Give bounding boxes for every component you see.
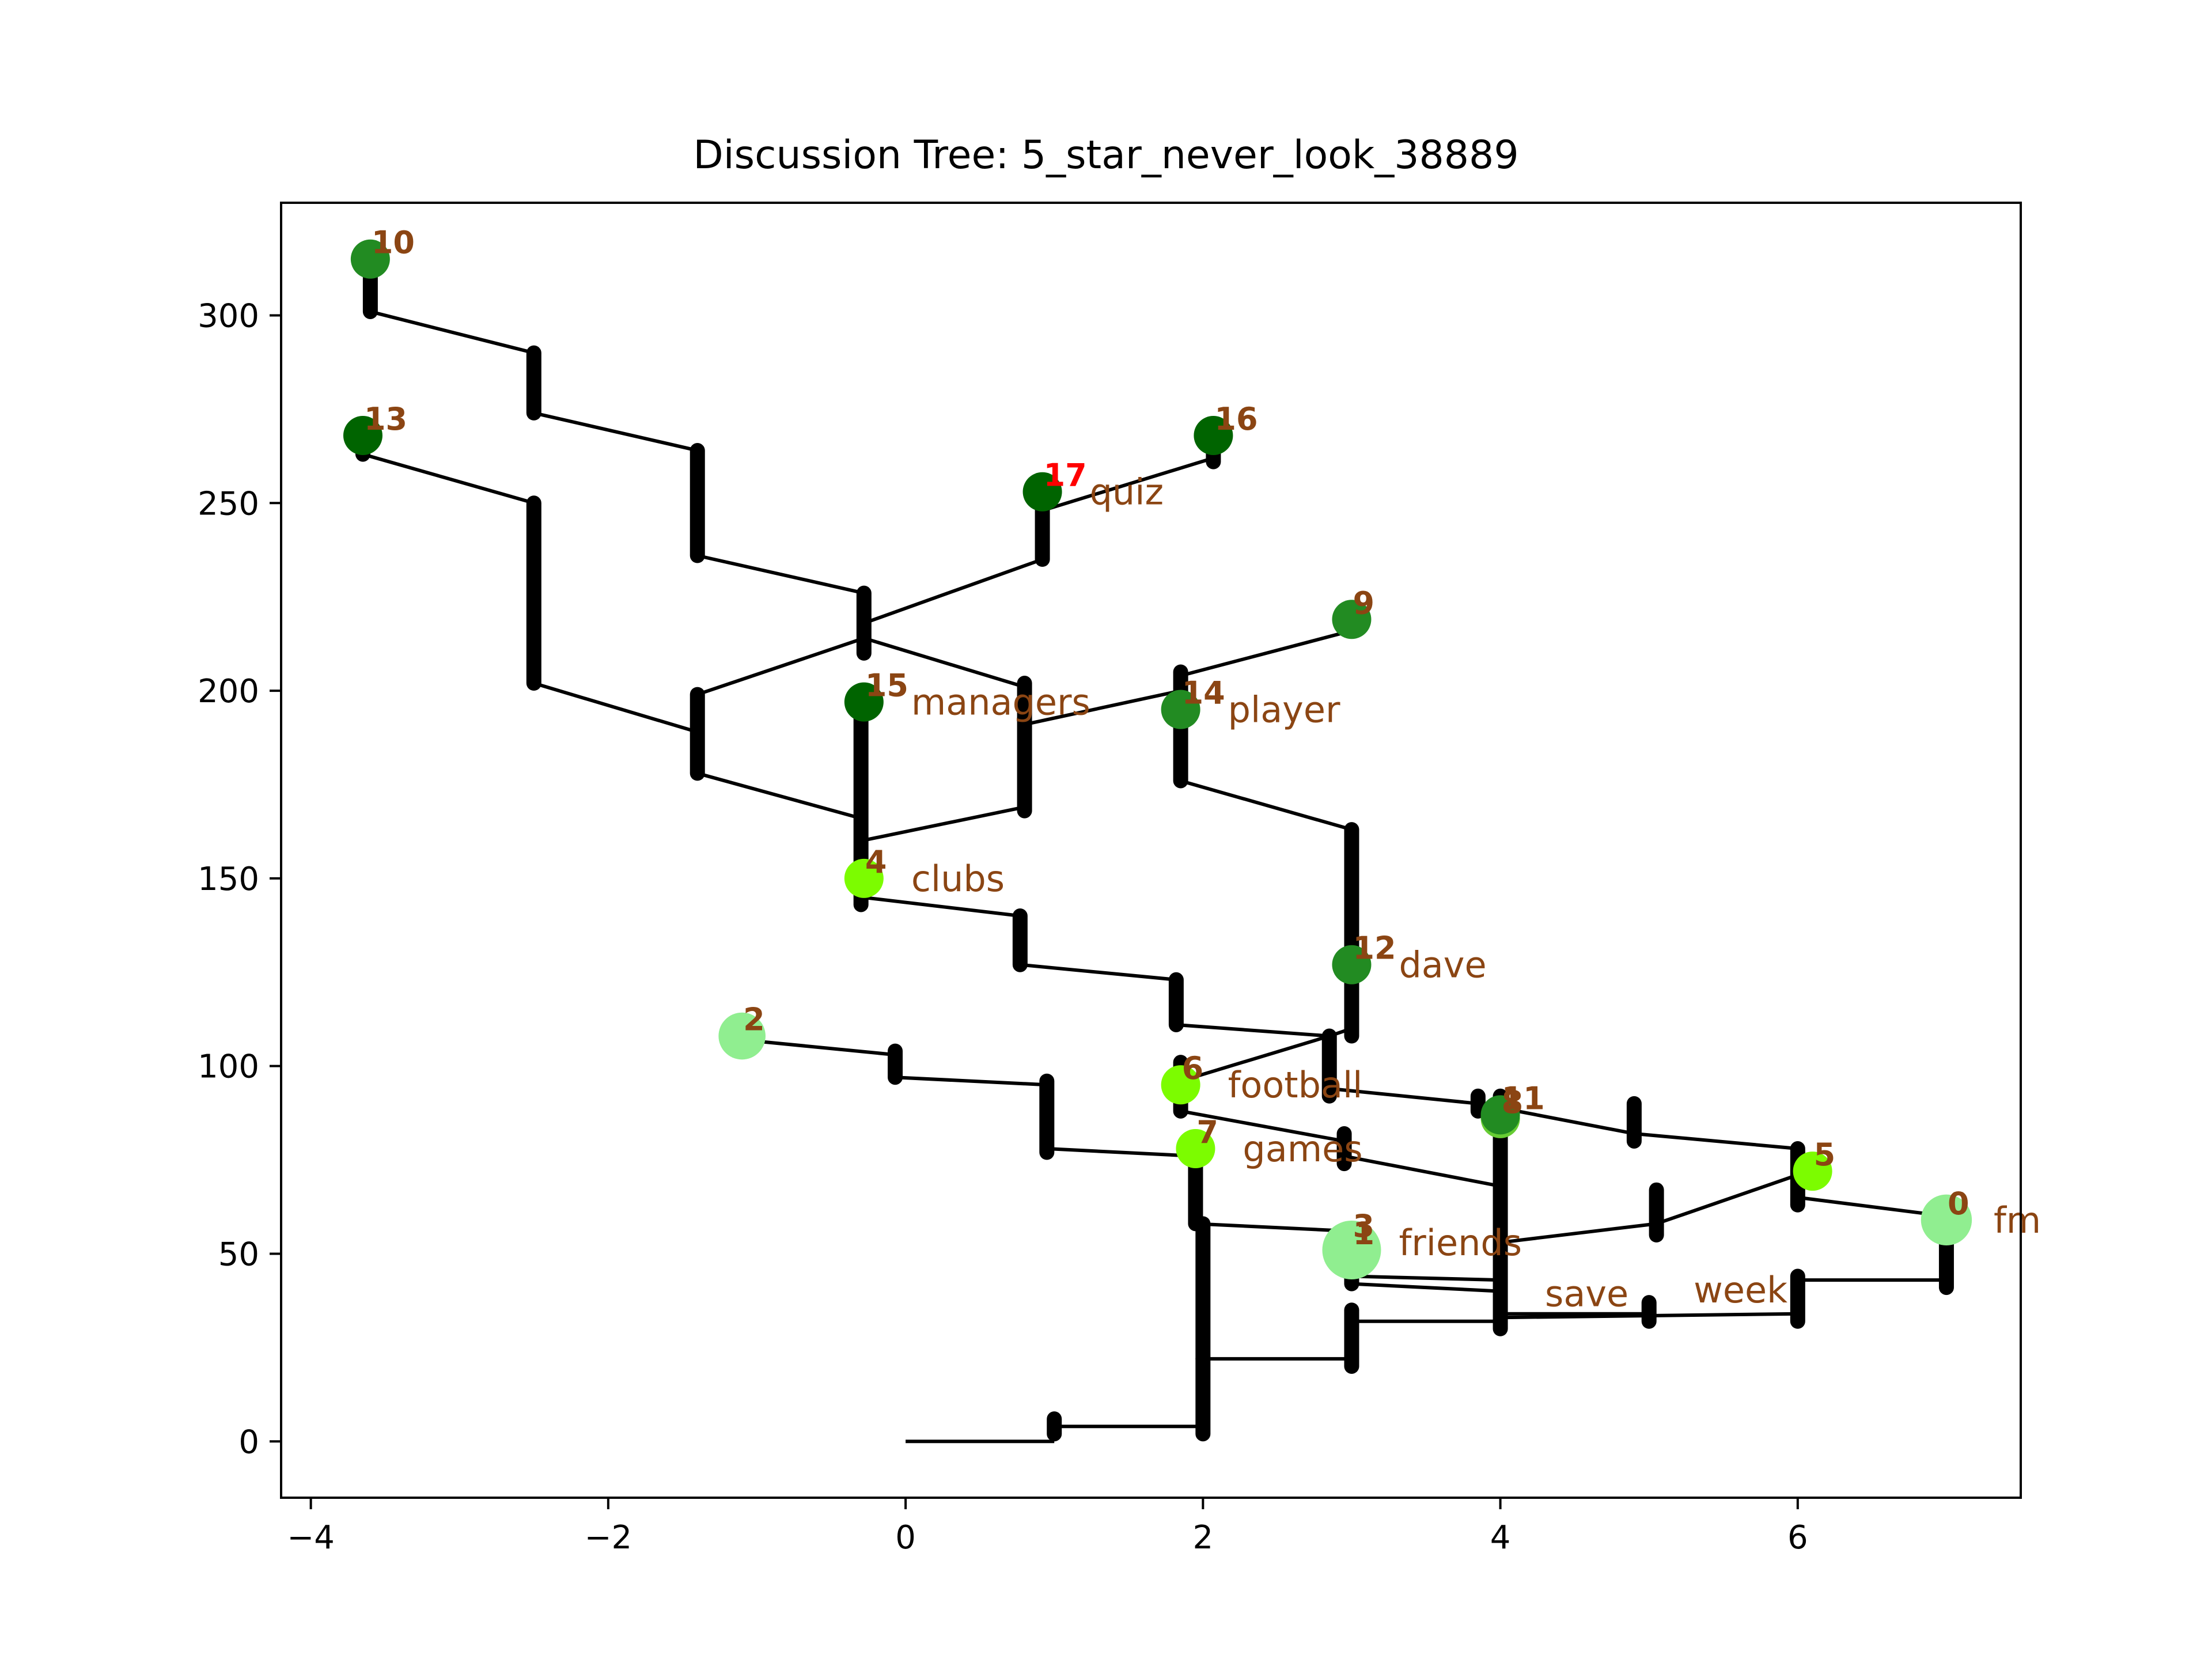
tree-edge [1024,689,1181,726]
node-6-word-label: football [1228,1064,1363,1106]
node-10-id-label: 10 [372,225,415,261]
node-8-id-label: 8 [1502,1084,1524,1120]
node-12-word-label: dave [1399,944,1486,986]
node-17-point [1022,472,1062,512]
x-tick-label: 0 [895,1519,916,1556]
x-axis: −4 −2 0 2 4 6 [287,1498,1808,1556]
tree-edge [863,636,1025,689]
node-17-id-label: 17 [1044,457,1087,494]
node-4-word-label: clubs [911,858,1005,900]
tree-edge [1500,1312,1798,1320]
node-1-id-label: 1 [1353,1215,1374,1252]
node-7-id-label: 7 [1196,1114,1218,1150]
x-tick-label: 2 [1193,1519,1214,1556]
y-tick-label: 0 [238,1423,259,1461]
node-3-point [1332,1222,1372,1262]
y-tick-label: 300 [198,297,259,335]
tree-edge [1797,1195,1947,1218]
node-2-point [718,1012,766,1060]
node-13-point [343,415,382,455]
node-11-id-label: 11 [1502,1080,1545,1116]
tree-edge [1656,1173,1798,1226]
tree-edge [533,411,698,452]
tree-edge [1329,1086,1479,1105]
tree-edge [741,1038,896,1057]
tree-edge [1180,1109,1345,1143]
node-12-id-label: 12 [1353,930,1396,967]
tree-edge [533,681,698,734]
node-6-point [1161,1065,1200,1105]
node-0-word-label: fm [1994,1199,2041,1241]
node-14-word-label: player [1228,689,1340,731]
node-14-id-label: 14 [1182,675,1225,711]
tree-edge [362,452,535,505]
tree-edge [1500,1222,1657,1244]
tree-edge [1195,1222,1352,1233]
node-6-id-label: 6 [1182,1050,1204,1086]
tree-edge [1634,1131,1798,1151]
tree-edge [697,554,865,595]
tree-edge [1020,963,1177,982]
y-tick-label: 100 [198,1048,259,1086]
tree-edge [696,771,862,820]
node-4-id-label: 4 [865,844,887,880]
node-16-point [1194,415,1233,455]
node-12-point [1332,945,1372,984]
tree-edge [1180,628,1353,677]
tree-edge [861,895,1021,918]
node-15-word-label: managers [911,681,1090,724]
y-axis: 0 50 100 150 200 250 300 [198,297,281,1461]
tree-edge [863,558,1043,625]
node-13-id-label: 13 [364,401,407,437]
nodes-layer [343,239,1972,1279]
node-11-point [1480,1095,1520,1135]
y-tick-label: 200 [198,673,259,710]
x-tick-label: 4 [1490,1519,1511,1556]
x-tick-label: 6 [1787,1519,1808,1556]
node-16-id-label: 16 [1214,401,1257,437]
x-tick-label: −4 [287,1519,335,1556]
y-tick-label: 250 [198,485,259,522]
word-label-week: week [1694,1269,1787,1311]
node-9-point [1332,600,1372,639]
tree-edge [895,1075,1047,1087]
node-4-point [844,858,884,898]
node-9-id-label: 9 [1353,585,1374,621]
chart-title: Discussion Tree: 5_star_never_look_38889 [693,132,1518,178]
y-tick-label: 150 [198,861,259,898]
node-0-point [1921,1194,1972,1246]
plot-frame [280,202,2022,1499]
tree-edge [1176,1022,1330,1038]
tree-edge [1351,1282,1501,1293]
node-17-word-label: quiz [1090,471,1164,513]
node-2-id-label: 2 [743,1002,765,1038]
word-label-save: save [1545,1273,1628,1315]
node-14-point [1161,690,1200,729]
tree-edge [1343,1154,1501,1188]
tree-edge [370,310,535,355]
x-tick-label: −2 [585,1519,632,1556]
node-5-id-label: 5 [1814,1137,1836,1173]
tree-edge [1180,779,1353,832]
tree-edge [1351,1274,1501,1282]
node-0-id-label: 0 [1948,1185,1969,1222]
node-15-id-label: 15 [865,668,908,704]
node-3-word-label: friends [1399,1222,1522,1264]
node-10-point [350,239,390,279]
node-7-word-label: games [1243,1128,1362,1170]
tree-edge [1180,1034,1330,1083]
tree-edge [1047,1147,1196,1158]
tree-edge [1041,456,1214,513]
tree-edge [696,637,865,696]
y-tick-label: 50 [218,1236,259,1273]
node-5-point [1793,1152,1832,1191]
tree-edge [861,805,1025,843]
node-3-id-label: 3 [1353,1208,1374,1244]
node-7-point [1176,1129,1215,1169]
node-15-point [844,682,884,722]
